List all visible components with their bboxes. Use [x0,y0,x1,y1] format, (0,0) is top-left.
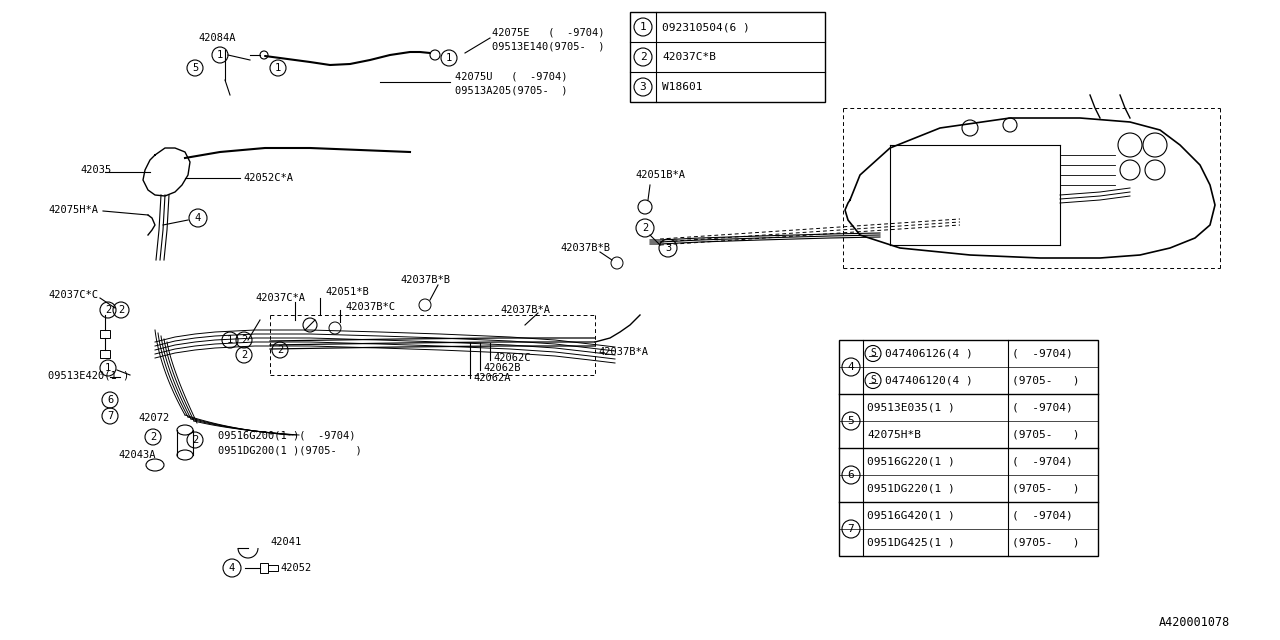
Text: 047406126(4 ): 047406126(4 ) [884,349,973,358]
Text: 42035: 42035 [81,165,111,175]
Text: 5: 5 [192,63,198,73]
Text: 09513E420(1 ): 09513E420(1 ) [49,370,129,380]
Text: (  -9704): ( -9704) [1012,456,1073,467]
Bar [260,563,268,573]
Text: 42037C*A: 42037C*A [255,293,305,303]
Text: 42075U   (  -9704): 42075U ( -9704) [454,71,567,81]
Text: 42075H*B: 42075H*B [867,429,922,440]
Text: 1: 1 [227,335,233,345]
Text: 2: 2 [276,345,283,355]
Text: 5: 5 [847,416,854,426]
Text: (  -9704): ( -9704) [1012,403,1073,413]
Text: 09516G420(1 ): 09516G420(1 ) [867,511,955,520]
Text: 2: 2 [105,305,111,315]
Text: 1: 1 [105,363,111,373]
Text: 1: 1 [445,53,452,63]
Text: (9705-   ): (9705- ) [1012,376,1079,385]
Text: 42037B*C: 42037B*C [346,302,396,312]
Text: W18601: W18601 [662,82,703,92]
Text: 42037C*B: 42037C*B [662,52,716,62]
Text: 3: 3 [640,82,646,92]
Text: 3: 3 [664,243,671,253]
Text: (9705-   ): (9705- ) [1012,538,1079,547]
Text: 1: 1 [275,63,282,73]
Text: 2: 2 [118,305,124,315]
Text: 092310504(6 ): 092310504(6 ) [662,22,750,32]
Bar [268,565,278,571]
Text: 42075H*A: 42075H*A [49,205,99,215]
Text: A420001078: A420001078 [1158,616,1230,628]
Text: 6: 6 [847,470,854,480]
Text: S: S [870,374,876,385]
Text: 09513A205(9705-  ): 09513A205(9705- ) [454,85,567,95]
Text: 42043A: 42043A [118,450,155,460]
Text: (9705-   ): (9705- ) [1012,483,1079,493]
Text: 42051B*A: 42051B*A [635,170,685,180]
Text: 42062A: 42062A [474,373,511,383]
Text: 0951DG425(1 ): 0951DG425(1 ) [867,538,955,547]
Text: 0951DG200(1 )(9705-   ): 0951DG200(1 )(9705- ) [218,445,362,455]
Text: 6: 6 [106,395,113,405]
Bar [630,12,826,102]
Text: 42062C: 42062C [493,353,530,363]
Text: 42072: 42072 [138,413,169,423]
Text: 4: 4 [847,362,854,372]
Text: 42041: 42041 [270,537,301,547]
Text: 0951DG220(1 ): 0951DG220(1 ) [867,483,955,493]
Text: 2: 2 [641,223,648,233]
Text: 09513E035(1 ): 09513E035(1 ) [867,403,955,413]
Text: 2: 2 [241,350,247,360]
Text: 047406120(4 ): 047406120(4 ) [884,376,973,385]
Text: 2: 2 [192,435,198,445]
Text: 42051*B: 42051*B [325,287,369,297]
Text: 4: 4 [229,563,236,573]
Text: 1: 1 [216,50,223,60]
Text: 7: 7 [106,411,113,421]
Text: 42037B*A: 42037B*A [500,305,550,315]
Text: S: S [870,348,876,358]
Text: 2: 2 [241,335,247,345]
Text: 1: 1 [640,22,646,32]
Text: (  -9704): ( -9704) [1012,511,1073,520]
Text: 42052C*A: 42052C*A [243,173,293,183]
Bar [100,350,110,358]
Text: (9705-   ): (9705- ) [1012,429,1079,440]
Text: 09513E140(9705-  ): 09513E140(9705- ) [492,41,604,51]
Text: 42037C*C: 42037C*C [49,290,99,300]
Text: 7: 7 [847,524,854,534]
Text: 42062B: 42062B [483,363,521,373]
Text: 42052: 42052 [280,563,311,573]
Text: (  -9704): ( -9704) [1012,349,1073,358]
Text: 4: 4 [195,213,201,223]
Text: 42037B*B: 42037B*B [561,243,611,253]
Text: 09516G200(1 )(  -9704): 09516G200(1 )( -9704) [218,430,356,440]
Text: 42084A: 42084A [198,33,236,43]
Bar [838,340,1098,556]
Text: 42075E   (  -9704): 42075E ( -9704) [492,27,604,37]
Text: 2: 2 [640,52,646,62]
Text: 09516G220(1 ): 09516G220(1 ) [867,456,955,467]
Bar [100,330,110,338]
Text: 42037B*B: 42037B*B [401,275,451,285]
Text: 2: 2 [150,432,156,442]
Text: 42037B*A: 42037B*A [598,347,648,357]
